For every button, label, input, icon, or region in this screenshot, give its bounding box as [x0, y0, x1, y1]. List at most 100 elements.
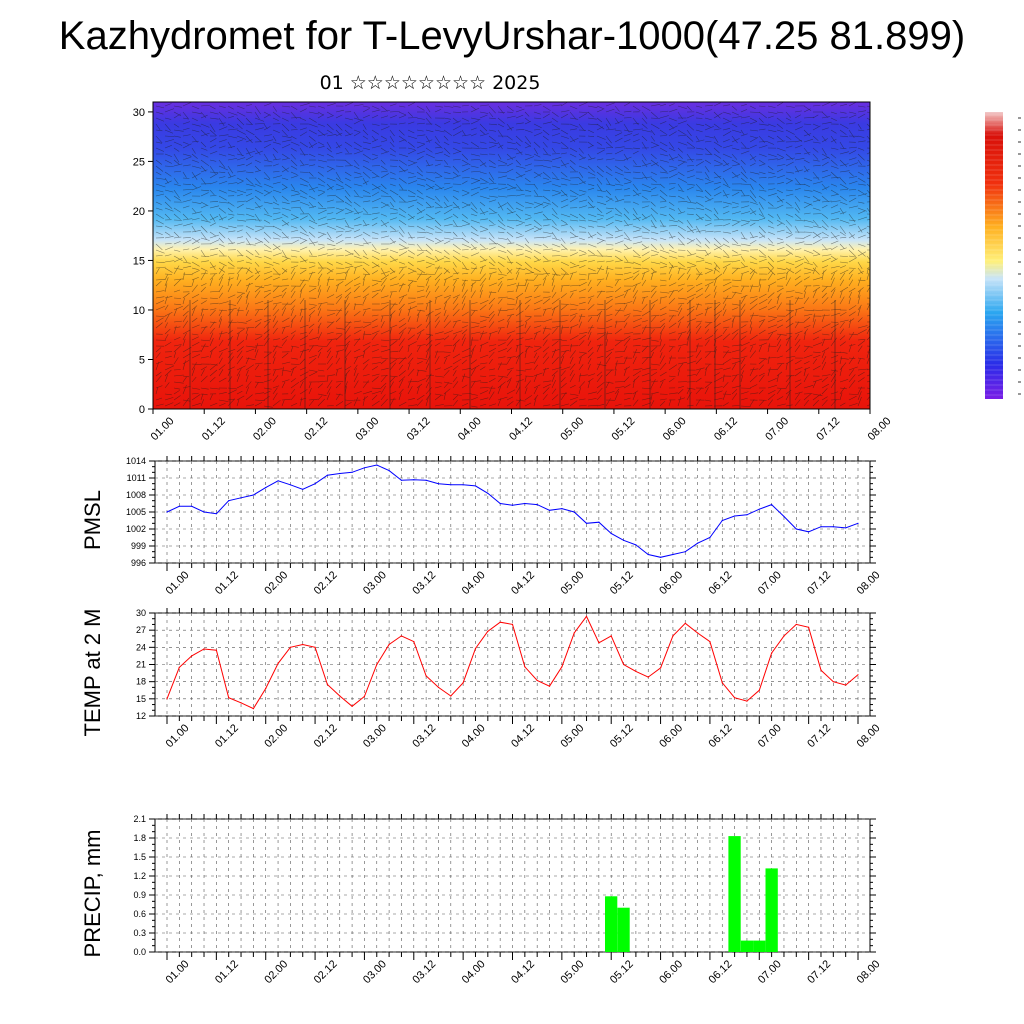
wind-barb	[452, 237, 464, 239]
wind-barb	[758, 235, 765, 239]
wind-barb	[245, 394, 253, 401]
wind-barb	[785, 310, 793, 317]
wind-barb	[704, 153, 712, 155]
heatmap-xtick-label: 07.12	[814, 415, 842, 443]
wind-barb	[623, 332, 634, 335]
wind-barb	[425, 135, 431, 143]
wind-barb	[587, 183, 595, 186]
wind-barb	[515, 297, 518, 305]
wind-barb	[794, 195, 801, 202]
wind-barb	[623, 171, 631, 174]
wind-barb	[344, 249, 354, 256]
wind-barb	[794, 187, 801, 191]
wind-barb	[695, 320, 703, 323]
wind-barb	[434, 151, 444, 155]
wind-barb	[605, 357, 611, 365]
wind-barb	[794, 399, 801, 407]
wind-barb	[857, 339, 866, 341]
wind-barb	[398, 261, 406, 265]
wind-barb	[164, 369, 172, 377]
wind-barb	[155, 225, 163, 227]
wind-barb	[767, 129, 777, 133]
wind-barb	[209, 290, 220, 293]
wind-barb	[515, 386, 521, 395]
wind-barb	[200, 231, 208, 240]
wind-barb	[515, 171, 523, 178]
wind-barb	[812, 189, 822, 194]
wind-barb	[515, 292, 524, 299]
wind-barb	[389, 135, 395, 143]
wind-barb	[434, 272, 443, 281]
wind-barb	[713, 135, 719, 143]
wind-barb	[839, 195, 847, 202]
wind-barb	[506, 156, 516, 161]
wind-barb	[353, 282, 361, 287]
wind-barb	[434, 257, 445, 263]
wind-barb	[704, 267, 714, 271]
wind-barb	[812, 249, 821, 255]
wind-barb	[551, 156, 562, 161]
wind-barb	[524, 282, 529, 293]
wind-barb	[695, 123, 705, 126]
wind-barb	[596, 171, 604, 178]
wind-barb	[209, 376, 216, 383]
wind-barb	[803, 195, 811, 199]
wind-barb	[200, 201, 209, 207]
wind-barb	[245, 327, 255, 329]
wind-barb	[380, 195, 391, 197]
wind-barb	[245, 369, 249, 377]
wind-barb	[803, 261, 813, 266]
wind-barb	[524, 189, 532, 192]
wind-barb	[668, 123, 675, 129]
wind-barb	[317, 393, 327, 396]
wind-barb	[488, 159, 496, 165]
wind-barb	[767, 193, 777, 197]
wind-barb	[839, 328, 845, 335]
wind-barb	[785, 296, 794, 299]
wind-barb	[452, 158, 461, 161]
wind-barb	[317, 146, 325, 149]
wind-barb	[425, 312, 430, 323]
wind-barb	[299, 163, 309, 167]
wind-barb	[569, 272, 574, 281]
wind-barb	[551, 273, 561, 276]
wind-barb	[623, 315, 630, 323]
wind-barb	[587, 249, 595, 255]
wind-barb	[281, 366, 284, 377]
wind-barb	[488, 282, 498, 287]
wind-barb	[236, 213, 245, 216]
wind-barb	[173, 308, 178, 317]
wind-barb	[623, 261, 634, 264]
wind-barb	[254, 392, 265, 395]
wind-barb	[812, 147, 819, 153]
wind-barb	[236, 340, 245, 347]
wind-barb	[371, 207, 379, 209]
wind-barb	[830, 135, 837, 144]
wind-barb	[650, 159, 660, 167]
wind-barb	[380, 367, 389, 371]
wind-barb	[461, 267, 470, 271]
wind-barb	[371, 356, 382, 359]
wind-barb	[524, 299, 531, 305]
wind-barb	[326, 103, 336, 107]
wind-barb	[767, 330, 778, 335]
wind-barb	[344, 141, 353, 147]
wind-barb	[155, 213, 164, 220]
wind-barb	[785, 404, 793, 407]
wind-barb	[767, 285, 770, 293]
wind-barb	[407, 386, 413, 395]
wind-barb	[164, 355, 172, 359]
wind-barb	[677, 331, 687, 335]
wind-barb	[677, 129, 686, 135]
wind-barb	[758, 255, 767, 258]
wind-barb	[488, 129, 497, 132]
wind-barb	[785, 346, 792, 353]
wind-barb	[785, 249, 794, 255]
data-point	[487, 492, 489, 494]
wind-barb	[740, 270, 749, 275]
wind-barb	[632, 128, 643, 131]
wind-barb	[830, 258, 838, 263]
wind-barb	[776, 175, 785, 179]
wind-barb	[299, 335, 309, 341]
wind-barb	[713, 255, 722, 259]
